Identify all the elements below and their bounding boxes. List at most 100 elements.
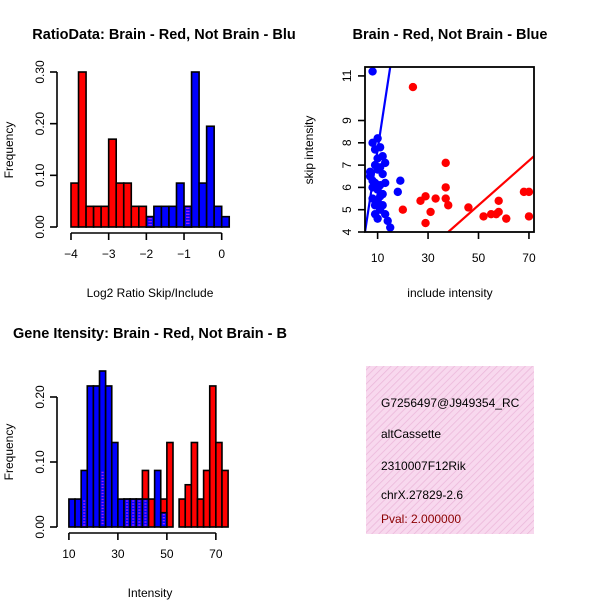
scatter-point-red-8 xyxy=(426,207,435,217)
ratio-hist-bar-blue-1 xyxy=(153,205,163,228)
ratio-hist-y-tick-label: 0.10 xyxy=(33,163,47,187)
intensity-hist-bar-blue-6 xyxy=(104,385,113,528)
intensity-hist-bar-red-6 xyxy=(147,498,156,528)
probe-info-panel: G7256497@J949354_RC altCassette 2310007F… xyxy=(366,366,534,534)
intensity-hist-overlap-32.50 xyxy=(126,500,129,526)
scatter-axes: 10 30 50 70 4 5 6 7 8 9 11 xyxy=(340,66,536,265)
intensity-histogram-xlabel: Intensity xyxy=(128,586,173,600)
intensity-histogram-axes: 10 30 50 70 0.00 0.10 0.20 xyxy=(33,385,223,561)
intensity-hist-bar-red-9 xyxy=(178,498,187,528)
ratio-hist-bar-red-6 xyxy=(115,182,125,228)
intensity-hist-bar-blue-8 xyxy=(117,498,125,528)
intensity-hist-bar-red-14 xyxy=(208,385,217,528)
scatter-y-tick-label: 9 xyxy=(340,117,354,124)
scatter-point-red-10 xyxy=(464,203,473,212)
intensity-hist-bar-red-10 xyxy=(184,483,193,528)
intensity-hist-bar-red-12 xyxy=(196,498,205,528)
scatter-x-tick-label: 70 xyxy=(522,251,536,265)
scatter-fit-line-blue xyxy=(365,67,392,232)
ratio-hist-bar-blue-6 xyxy=(190,71,200,228)
ratio-hist-bar-red-8 xyxy=(130,205,140,228)
intensity-hist-bar-blue-3 xyxy=(86,385,95,528)
ratio-hist-bar-red-2 xyxy=(85,205,95,228)
scatter-point-blue-26 xyxy=(373,214,382,223)
intensity-hist-overlap-40.00 xyxy=(144,500,147,526)
intensity-hist-bar-blue-4 xyxy=(92,385,101,528)
intensity-hist-overlap-47.50 xyxy=(162,514,165,525)
scatter-point-blue-28 xyxy=(396,176,405,185)
ratio-hist-overlap--1.00 xyxy=(186,207,190,225)
genomic-location: chrX.27829-2.6 xyxy=(381,488,463,502)
scatter-point-red-15 xyxy=(494,196,503,205)
ratio-hist-bar-blue-10 xyxy=(220,215,231,228)
scatter-point-blue-22 xyxy=(380,209,390,219)
scatter-title: Brain - Red, Not Brain - Blue xyxy=(353,27,548,43)
scatter-point-red-7 xyxy=(398,205,408,214)
ratio-hist-bar-red-5 xyxy=(107,138,118,228)
intensity-histogram-ylabel: Frequency xyxy=(2,424,16,481)
ratio-hist-x-tick-label: −1 xyxy=(177,247,191,261)
intensity-hist-bar-blue-14 xyxy=(159,511,168,528)
ratio-hist-x-tick-label: −4 xyxy=(64,247,78,261)
ratio-hist-y-tick-label: 0.20 xyxy=(33,112,47,136)
ratio-hist-bar-red-7 xyxy=(122,182,133,228)
ratio-hist-bar-red-1 xyxy=(77,71,87,228)
probe-info-text-clip: G7256497@J949354_RC altCassette 2310007F… xyxy=(381,396,520,526)
intensity-scatter-panel: Brain - Red, Not Brain - Blue 10 30 50 70 4 5… xyxy=(302,27,547,300)
ratio-hist-x-tick-label: −2 xyxy=(140,247,154,261)
ratio-histogram-xlabel: Log2 Ratio Skip/Include xyxy=(87,286,214,300)
scatter-point-blue-23 xyxy=(383,216,392,226)
ratio-hist-x-tick-label: 0 xyxy=(218,247,225,261)
intensity-hist-bar-red-16 xyxy=(221,469,229,528)
intensity-hist-overlap-37.50 xyxy=(138,500,141,526)
intensity-hist-bar-red-13 xyxy=(202,469,211,528)
ratio-hist-y-tick-label: 0.00 xyxy=(33,215,47,239)
scatter-point-blue-16 xyxy=(378,189,387,199)
ratio-hist-y-tick-label: 0.30 xyxy=(33,60,47,84)
scatter-fit-line-red xyxy=(447,155,534,232)
ratio-histogram-axes: −4 −3 −2 −1 0 0.00 0.10 0.20 0.30 xyxy=(33,60,225,261)
intensity-hist-bar-red-8 xyxy=(166,441,174,528)
scatter-point-red-0 xyxy=(408,82,418,92)
scatter-point-red-11 xyxy=(479,212,488,221)
intensity-histogram-bars xyxy=(68,370,229,528)
scatter-point-blue-27 xyxy=(393,187,402,197)
scatter-point-blue-24 xyxy=(386,223,395,232)
ratio-hist-bar-blue-4 xyxy=(175,182,185,228)
probe-id: G7256497@J949354_RC xyxy=(381,396,520,410)
ratio-hist-bar-red-0 xyxy=(70,182,80,228)
scatter-y-tick-label: 5 xyxy=(340,206,354,213)
ratio-hist-bar-red-4 xyxy=(100,205,110,228)
intensity-histogram-title: Gene Itensity: Brain - Red, Not Brain - … xyxy=(13,326,287,342)
ratio-hist-x-tick-label: −3 xyxy=(102,247,116,261)
ratio-hist-bar-blue-3 xyxy=(168,205,178,228)
scatter-point-blue-29 xyxy=(365,167,375,176)
scatter-point-blue-0 xyxy=(368,67,377,76)
ratio-histogram-bars xyxy=(70,71,231,228)
intensity-hist-bar-blue-5 xyxy=(98,370,107,528)
intensity-hist-overlap-35.00 xyxy=(132,500,135,526)
scatter-point-blue-30 xyxy=(380,158,390,168)
scatter-y-tick-label: 7 xyxy=(340,161,354,168)
scatter-x-tick-label: 50 xyxy=(472,251,486,265)
intensity-hist-y-tick-label: 0.00 xyxy=(33,515,47,539)
scatter-point-red-5 xyxy=(416,196,425,205)
scatter-point-blue-33 xyxy=(375,180,385,190)
scatter-point-red-20 xyxy=(421,218,430,228)
intensity-hist-y-tick-label: 0.10 xyxy=(33,450,47,474)
scatter-x-tick-label: 30 xyxy=(421,251,435,265)
scatter-point-red-6 xyxy=(441,194,450,203)
scatter-x-tick-label: 10 xyxy=(371,251,385,265)
scatter-y-tick-label: 8 xyxy=(340,139,354,146)
scatter-point-red-14 xyxy=(494,207,503,217)
intensity-hist-bar-red-11 xyxy=(190,441,199,528)
ratio-hist-bar-blue-9 xyxy=(213,205,223,228)
intensity-hist-bar-blue-13 xyxy=(153,469,162,528)
ratio-hist-bar-red-9 xyxy=(138,205,148,228)
scatter-point-blue-9 xyxy=(378,169,387,179)
scatter-point-red-2 xyxy=(441,183,450,192)
intensity-hist-bar-red-15 xyxy=(215,441,223,528)
gene-name: 2310007F12Rik xyxy=(381,459,467,473)
scatter-xlabel: include intensity xyxy=(407,286,492,300)
